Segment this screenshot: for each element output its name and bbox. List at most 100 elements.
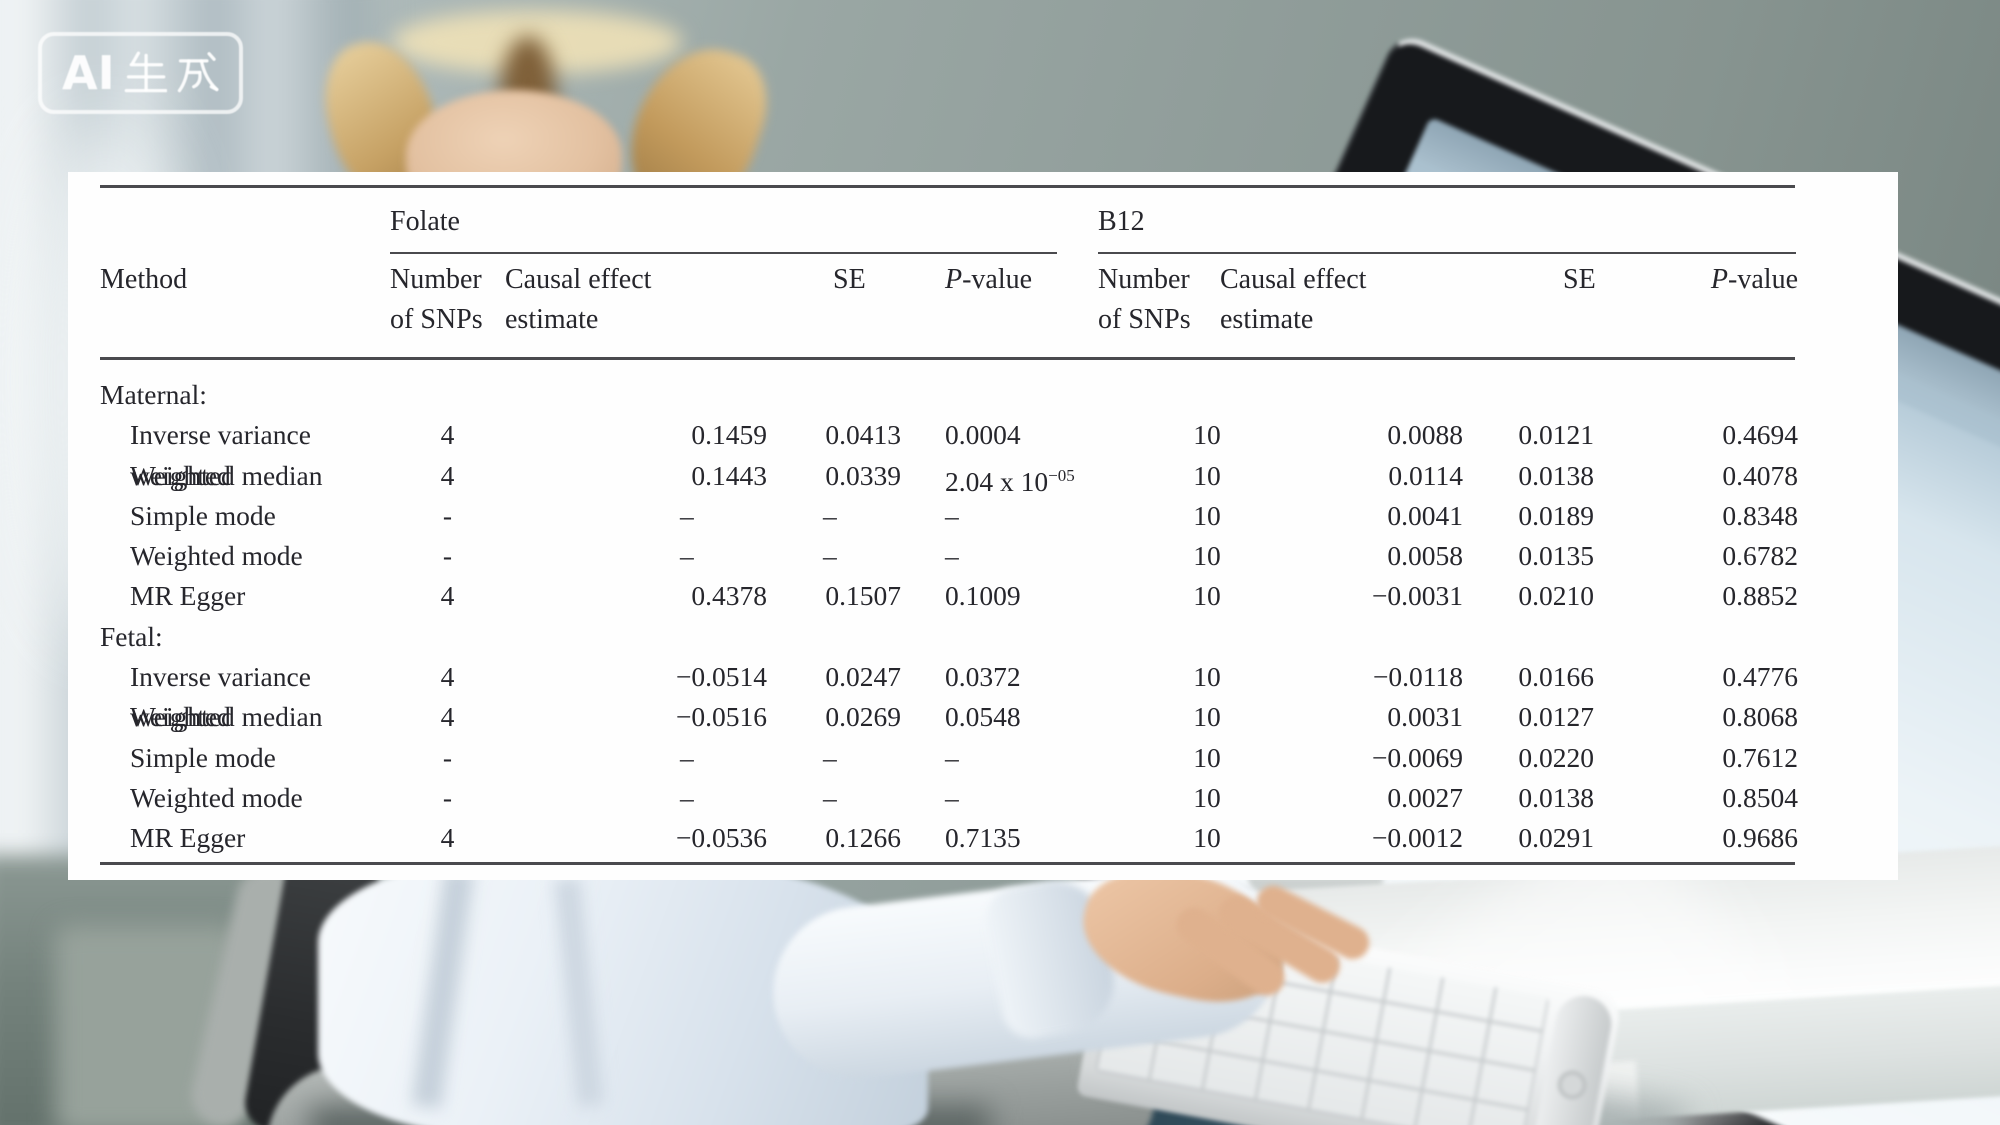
cell-folate-snps: - [442,540,453,572]
cell-folate-estimate: 0.4378 [691,580,767,612]
cell-folate-snps: - [442,781,453,813]
cell-b12-estimate: 0.0041 [1387,499,1463,531]
watermark-latin-text: AI [62,46,115,100]
cell-b12-se: 0.0138 [1518,459,1594,491]
cell-b12-snps: 10 [1193,419,1221,451]
cell-folate-pvalue: – [945,741,959,773]
cell-b12-pvalue: 0.4078 [1722,459,1798,491]
cell-method: MR Egger [130,822,246,854]
table-row: Inverse variance weighted 4 −0.0514 0.02… [100,657,1798,733]
table-row: Weighted mode - – – – 10 0.0058 0.0135 0… [100,536,1798,576]
table-header-row: Method Number of SNPs Causal effect esti… [100,260,1798,340]
cell-folate-snps: 4 [440,419,455,451]
cell-method: MR Egger [130,580,246,612]
cell-folate-snps: 4 [440,701,455,733]
cell-folate-snps: - [442,741,453,773]
cell-folate-se: 0.0269 [825,701,901,733]
ai-generated-watermark: AI [38,32,243,114]
cell-folate-se: 0.0413 [825,419,901,451]
folate-spanner-rule [390,252,1057,254]
cell-b12-pvalue: 0.8348 [1722,499,1798,531]
cell-b12-se: 0.0138 [1518,781,1594,813]
cell-folate-se [767,375,901,415]
table-section-row: Fetal: [100,617,1798,657]
cell-method: Weighted mode [130,781,303,813]
cell-folate-se: – [823,499,837,531]
cell-folate-se: 0.0247 [825,661,901,693]
cell-folate-pvalue: – [945,781,959,813]
header-folate-estimate: Causal effect estimate [505,264,652,335]
cell-folate-pvalue: 0.1009 [945,580,1021,612]
cell-b12-snps [1146,617,1268,657]
cell-folate-pvalue-scientific: 2.04 x 10−05 [945,465,1075,497]
cell-folate-estimate [505,617,767,657]
cell-b12-pvalue: 0.7612 [1722,741,1798,773]
cell-b12-snps: 10 [1193,661,1221,693]
cell-b12-pvalue: 0.9686 [1722,822,1798,854]
cell-b12-snps: 10 [1193,499,1221,531]
header-folate-pvalue: P-value [945,264,1033,295]
cell-folate-se [767,617,901,657]
cell-method: Inverse variance weighted [130,661,311,733]
cell-folate-estimate: −0.0516 [675,701,767,733]
cell-b12-pvalue: 0.4694 [1722,419,1798,451]
table-top-rule [100,185,1795,188]
cell-folate-pvalue [901,617,1098,657]
cell-method: Maternal: [100,379,207,410]
cjk-sheng-glyph [124,51,167,93]
cell-folate-estimate: – [680,741,694,773]
cell-b12-estimate: 0.0114 [1388,459,1463,491]
cell-b12-se: 0.0121 [1518,419,1594,451]
cell-b12-estimate: −0.0069 [1371,741,1463,773]
cell-b12-estimate: −0.0012 [1371,822,1463,854]
cell-folate-estimate: −0.0514 [675,661,767,693]
cell-folate-pvalue: – [945,540,959,572]
header-folate-se: SE [833,264,866,295]
cell-folate-pvalue: 0.0004 [945,419,1021,451]
cjk-cheng-glyph [177,52,219,93]
cell-folate-estimate: −0.0536 [675,822,767,854]
cell-folate-snps: 4 [440,822,455,854]
table-body: Maternal: Inverse variance weighted 4 0.… [100,375,1798,859]
cell-b12-snps: 10 [1193,781,1221,813]
cell-b12-se: 0.0291 [1518,822,1594,854]
header-b12-pvalue: P-value [1710,264,1798,295]
cell-folate-se: – [823,781,837,813]
cell-b12-estimate: −0.0031 [1371,580,1463,612]
cell-folate-estimate: 0.1459 [691,419,767,451]
cell-b12-snps: 10 [1193,822,1221,854]
cell-folate-snps: 4 [440,580,455,612]
cell-folate-se: 0.0339 [825,459,901,491]
cell-b12-pvalue: 0.8504 [1722,781,1798,813]
cell-folate-estimate: 0.1443 [691,459,767,491]
cell-folate-snps: 4 [440,459,455,491]
cell-method: Inverse variance weighted [130,419,311,491]
cell-method: Weighted median [130,459,323,491]
cell-b12-snps: 10 [1193,459,1221,491]
cell-b12-se: 0.0135 [1518,540,1594,572]
cell-b12-snps: 10 [1193,741,1221,773]
cell-folate-pvalue [901,375,1098,415]
cell-b12-estimate: 0.0058 [1387,540,1463,572]
cell-b12-pvalue: 0.8852 [1722,580,1798,612]
table-row: Inverse variance weighted 4 0.1459 0.041… [100,415,1798,491]
cell-folate-estimate [505,375,767,415]
cell-method: Simple mode [130,741,276,773]
cell-folate-snps: 4 [440,661,455,693]
cell-b12-estimate: 0.0031 [1387,701,1463,733]
table-section-row: Maternal: [100,375,1798,415]
cell-b12-estimate: −0.0118 [1372,661,1463,693]
cell-b12-snps: 10 [1193,580,1221,612]
cell-folate-pvalue: – [945,499,959,531]
cell-b12-pvalue: 0.4776 [1722,661,1798,693]
table-row: Simple mode - – – – 10 −0.0069 0.0220 0.… [100,738,1798,778]
cell-b12-se: 0.0189 [1518,499,1594,531]
table-row: MR Egger 4 −0.0536 0.1266 0.7135 10 −0.0… [100,818,1798,858]
cell-folate-snps [390,375,505,415]
table-row: Simple mode - – – – 10 0.0041 0.0189 0.8… [100,496,1798,536]
header-folate-snps: Number of SNPs [390,264,483,335]
cell-method: Fetal: [100,620,163,652]
cell-b12-se: 0.0166 [1518,661,1594,693]
cell-b12-se: 0.0127 [1518,701,1594,733]
